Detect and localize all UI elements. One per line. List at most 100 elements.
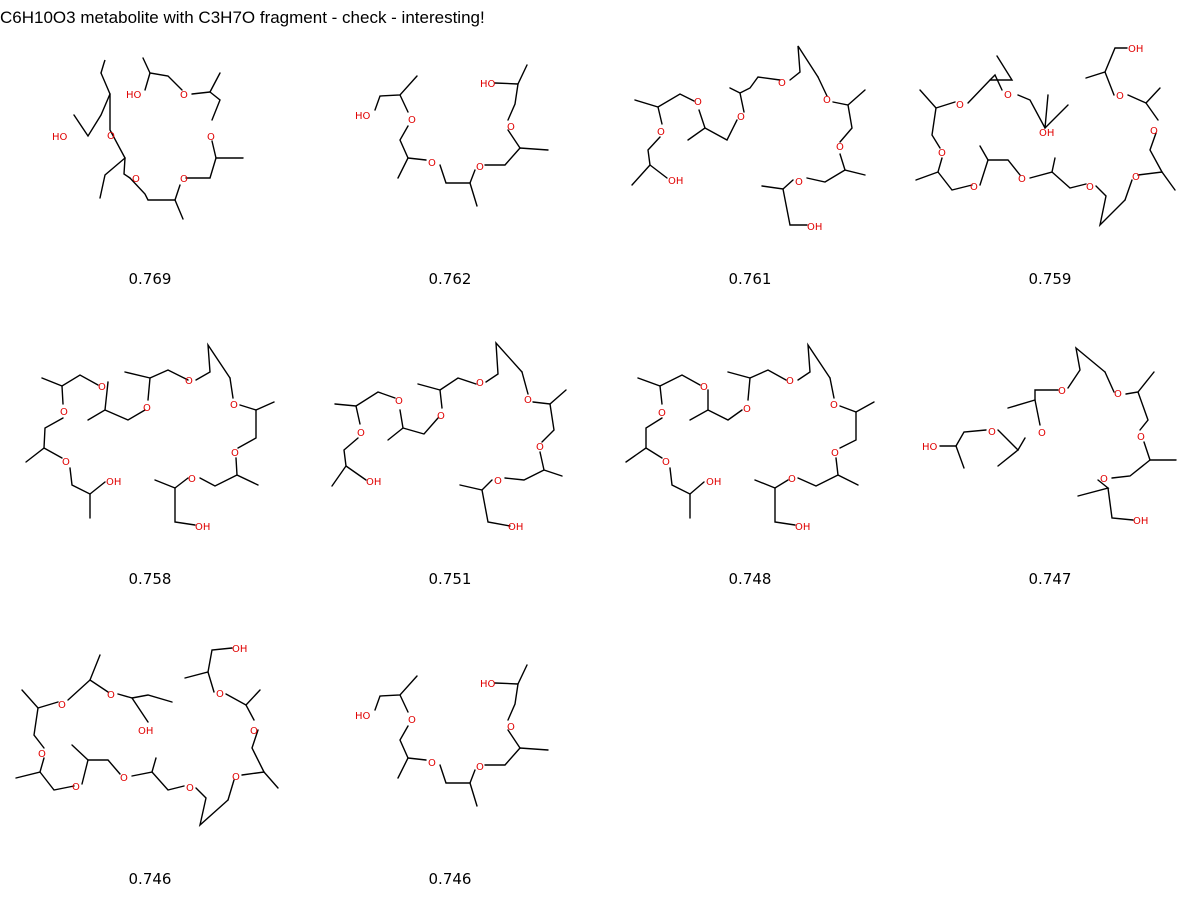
hydroxyl-label: HO (922, 442, 938, 453)
molecule-structure: HO O O O O HO (355, 64, 549, 207)
oxygen-atom-label: O (970, 182, 978, 193)
hydroxyl-label: OH (1039, 128, 1054, 139)
oxygen-atom-label: O (524, 395, 532, 406)
oxygen-atom-label: O (120, 773, 128, 784)
oxygen-atom-label: O (786, 376, 794, 387)
similarity-score: 0.759 (1028, 270, 1072, 288)
oxygen-atom-label: O (795, 177, 803, 188)
oxygen-atom-label: O (72, 782, 80, 793)
molecule-cell: O O OH O O O O O OH 0.751 (300, 300, 600, 600)
oxygen-atom-label: O (836, 142, 844, 153)
oxygen-atom-label: O (408, 115, 416, 126)
oxygen-atom-label: O (250, 726, 258, 737)
oxygen-atom-label: O (231, 448, 239, 459)
oxygen-atom-label: O (657, 127, 665, 138)
oxygen-atom-label: O (1018, 174, 1026, 185)
oxygen-atom-label: O (408, 715, 416, 726)
molecule-cell: O O O OH O O O O O OH 0.748 (600, 300, 900, 600)
oxygen-atom-label: O (437, 411, 445, 422)
molecule-cell: O O OH O O O O O OH 0.761 (600, 0, 900, 300)
similarity-score: 0.762 (428, 270, 472, 288)
oxygen-atom-label: O (1116, 91, 1124, 102)
oxygen-atom-label: O (107, 690, 115, 701)
hydroxyl-label: OH (795, 522, 810, 533)
oxygen-atom-label: O (1038, 428, 1046, 439)
hydroxyl-label: OH (138, 726, 153, 737)
oxygen-atom-label: O (186, 783, 194, 794)
hydroxyl-label: OH (195, 522, 210, 533)
oxygen-atom-label: O (1137, 432, 1145, 443)
oxygen-atom-label: O (38, 749, 46, 760)
oxygen-atom-label: O (830, 400, 838, 411)
molecule-cell: O O O OH O O O O O O OH 0.759 (900, 0, 1200, 300)
oxygen-atom-label: O (395, 396, 403, 407)
hydroxyl-label: OH (366, 477, 381, 488)
molecule-cell: HO O O O O O O OH 0.747 (900, 300, 1200, 600)
oxygen-atom-label: O (1132, 172, 1140, 183)
oxygen-atom-label: O (357, 428, 365, 439)
oxygen-atom-label: O (743, 404, 751, 415)
similarity-score: 0.761 (728, 270, 772, 288)
oxygen-atom-label: O (132, 174, 140, 185)
hydroxyl-label: OH (232, 644, 247, 655)
hydroxyl-label: OH (807, 222, 822, 233)
oxygen-atom-label: O (62, 457, 70, 468)
oxygen-atom-label: O (694, 97, 702, 108)
molecule-cell: O O O OH O O O O O OH 0.758 (0, 300, 300, 600)
molecule-structure: HO O O O O HO (355, 664, 549, 807)
hydroxyl-label: OH (508, 522, 523, 533)
oxygen-atom-label: O (98, 382, 106, 393)
oxygen-atom-label: O (185, 376, 193, 387)
oxygen-atom-label: O (428, 758, 436, 769)
oxygen-atom-label: O (1114, 389, 1122, 400)
hydroxyl-label: HO (355, 111, 371, 122)
oxygen-atom-label: O (737, 112, 745, 123)
oxygen-atom-label: O (700, 382, 708, 393)
oxygen-atom-label: O (1150, 126, 1158, 137)
oxygen-atom-label: O (1004, 90, 1012, 101)
hydroxyl-label: OH (106, 477, 121, 488)
oxygen-atom-label: O (107, 131, 115, 142)
similarity-score: 0.758 (128, 570, 172, 588)
hydroxyl-label: OH (1133, 516, 1148, 527)
hydroxyl-label: HO (52, 132, 68, 143)
page-title: C6H10O3 metabolite with C3H7O fragment -… (0, 8, 485, 27)
oxygen-atom-label: O (938, 148, 946, 159)
oxygen-atom-label: O (476, 162, 484, 173)
oxygen-atom-label: O (207, 132, 215, 143)
oxygen-atom-label: O (507, 122, 515, 133)
similarity-score: 0.746 (128, 870, 172, 888)
oxygen-atom-label: O (536, 442, 544, 453)
molecule-structure: O O O OH O O O O O OH (625, 342, 875, 533)
molecule-cell: HO O O O O HO 0.762 (300, 0, 600, 300)
oxygen-atom-label: O (476, 762, 484, 773)
molecule-structure: O O OH O O O O O OH (631, 45, 866, 233)
oxygen-atom-label: O (778, 78, 786, 89)
hydroxyl-label: HO (126, 90, 142, 101)
molecule-structure: O O O OH O O O O O O OH (915, 44, 1176, 228)
molecule-structure: HO O O O O O O OH (922, 346, 1177, 527)
oxygen-atom-label: O (823, 95, 831, 106)
similarity-score: 0.746 (428, 870, 472, 888)
hydroxyl-label: HO (480, 679, 496, 690)
similarity-score: 0.747 (1028, 570, 1072, 588)
oxygen-atom-label: O (143, 403, 151, 414)
hydroxyl-label: HO (355, 711, 371, 722)
oxygen-atom-label: O (1086, 182, 1094, 193)
hydroxyl-label: OH (706, 477, 721, 488)
similarity-score: 0.769 (128, 270, 172, 288)
oxygen-atom-label: O (60, 407, 68, 418)
oxygen-atom-label: O (662, 457, 670, 468)
oxygen-atom-label: O (988, 427, 996, 438)
molecule-structure: O O O OH O O O O O O OH (15, 644, 279, 827)
oxygen-atom-label: O (232, 772, 240, 783)
oxygen-atom-label: O (956, 100, 964, 111)
oxygen-atom-label: O (788, 474, 796, 485)
molecule-structure: O O O OH O O O O O OH (25, 342, 275, 533)
oxygen-atom-label: O (58, 700, 66, 711)
oxygen-atom-label: O (180, 90, 188, 101)
molecule-structure: HO O O O O O HO (52, 57, 244, 220)
similarity-score: 0.751 (428, 570, 472, 588)
oxygen-atom-label: O (1100, 474, 1108, 485)
oxygen-atom-label: O (230, 400, 238, 411)
